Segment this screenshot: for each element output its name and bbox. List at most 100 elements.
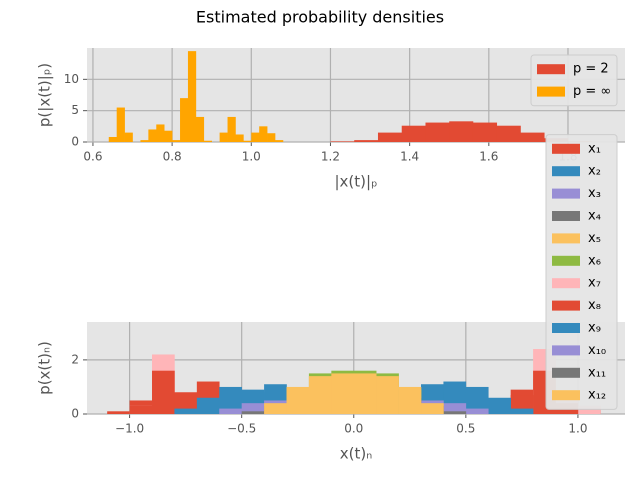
legend-label: x₁₁ (588, 365, 606, 380)
series (108, 51, 284, 142)
figure-title: Estimated probability densities (196, 8, 444, 27)
legend: x₁ x₂ x₃ x₄ x₅ x₆ x₇ x₈ x₉ x₁₀ x₁₁ x₁₂ (545, 134, 618, 410)
histogram-bar (286, 386, 310, 414)
y-axis-label: p(|x(t)|ₚ) (36, 63, 54, 127)
histogram-bar (488, 397, 511, 414)
histogram-bar (331, 373, 355, 414)
histogram-bar (129, 405, 153, 414)
histogram-bar (152, 370, 175, 414)
axes: −1.0 −0.5 0.0 0.5 1.0 0 2 x(t)ₙ p(x(t)ₙ) (36, 322, 625, 463)
histogram-bar (180, 98, 189, 142)
histogram-bar (354, 140, 379, 142)
histogram-bar (496, 125, 521, 142)
x-tick-label: −1.0 (115, 422, 144, 436)
histogram-bar (148, 129, 157, 142)
legend-label: x₇ (588, 276, 601, 291)
legend-swatch (552, 300, 580, 311)
histogram-bar (196, 397, 220, 414)
x-axis-label: x(t)ₙ (340, 445, 372, 463)
histogram-bar (330, 141, 355, 142)
histogram-bar (421, 403, 444, 414)
x-tick-label: 0.0 (344, 422, 363, 436)
histogram-bar (465, 408, 489, 414)
x-tick-label: 0.8 (163, 150, 182, 164)
legend-label: p = 2 (573, 62, 609, 77)
histogram-bar (425, 122, 450, 142)
histogram-bar (398, 386, 422, 414)
legend-swatch (552, 390, 580, 401)
histogram-bar (243, 140, 252, 142)
histogram-bar (443, 411, 467, 414)
y-tick-label: 0 (71, 135, 79, 149)
legend-label: x₂ (588, 164, 601, 179)
histogram-bar (108, 136, 117, 142)
legend-label: x₄ (588, 209, 601, 224)
legend-swatch (552, 323, 580, 333)
histogram-bar (235, 134, 244, 142)
histogram-bar (259, 126, 268, 142)
histogram-bar (520, 132, 545, 142)
histogram-bar (376, 376, 399, 414)
legend-label: p = ∞ (573, 84, 611, 99)
legend-label: x₁ (588, 141, 601, 156)
histogram-bar (251, 132, 260, 142)
y-axis-label: p(x(t)ₙ) (36, 341, 54, 395)
histogram-bar (156, 124, 165, 142)
histogram-bar (465, 386, 489, 414)
histogram-bar (267, 133, 276, 142)
histogram-bar (187, 51, 197, 142)
histogram-bar (140, 140, 149, 142)
legend-label: x₁₂ (588, 388, 606, 403)
legend-swatch (552, 278, 580, 289)
x-tick-label: 0.5 (456, 422, 475, 436)
histogram-bar (107, 411, 130, 414)
legend-swatch (537, 64, 565, 75)
legend-label: x₁₀ (588, 343, 606, 358)
legend-swatch (552, 345, 580, 356)
histogram-bar (510, 408, 534, 414)
legend-box (545, 134, 618, 410)
legend-swatch (552, 166, 580, 177)
histogram-bar (124, 132, 133, 142)
legend-swatch (552, 188, 580, 199)
series (264, 373, 444, 414)
histogram-bar (219, 408, 242, 414)
histogram-bar (203, 140, 213, 142)
histogram-bar (219, 386, 242, 414)
legend-label: x₆ (588, 253, 601, 268)
legend-swatch (552, 143, 580, 154)
histogram-bar (275, 140, 284, 142)
x-tick-label: 1.0 (568, 422, 587, 436)
histogram-bar (264, 403, 287, 414)
histogram-bar (116, 107, 125, 142)
legend-label: x₃ (588, 186, 601, 201)
y-tick-label: 10 (64, 72, 79, 86)
x-axis-label: |x(t)|ₚ (335, 173, 378, 191)
histogram-bar (401, 125, 426, 142)
legend-label: x₉ (588, 321, 601, 336)
histogram-bar (164, 130, 173, 142)
histogram-bar (443, 403, 467, 414)
histogram-bar (174, 408, 198, 414)
legend-swatch (537, 86, 565, 97)
x-tick-label: 1.0 (242, 150, 261, 164)
histogram-bar (449, 121, 474, 142)
histogram-bar (219, 132, 228, 142)
histogram-bar (577, 405, 601, 414)
legend-swatch (552, 367, 580, 378)
histogram-bar (308, 376, 332, 414)
histogram-bar (472, 122, 498, 142)
legend-label: x₈ (588, 298, 601, 313)
legend-label: x₅ (588, 231, 601, 246)
histogram-bar (241, 411, 265, 414)
legend-swatch (552, 255, 580, 266)
histogram-bar (353, 373, 377, 414)
x-tick-label: 1.2 (321, 150, 340, 164)
histogram-bar (377, 132, 403, 142)
legend-swatch (552, 233, 580, 244)
histogram-bar (172, 140, 181, 142)
y-tick-label: 2 (71, 352, 79, 366)
legend: p = 2 p = ∞ (530, 54, 618, 107)
